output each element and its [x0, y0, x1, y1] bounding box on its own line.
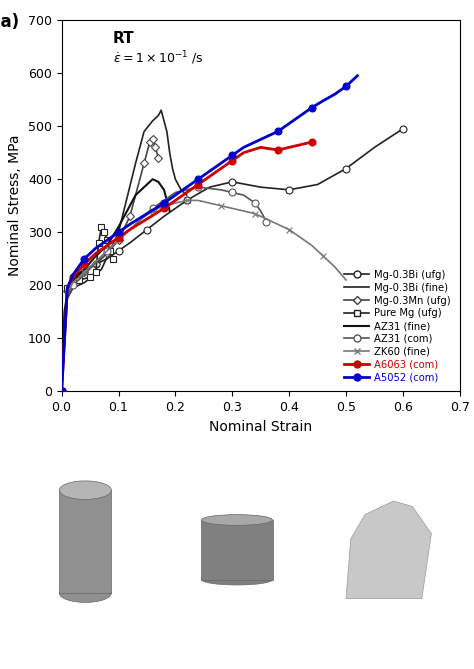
Text: AZ31: AZ31: [363, 644, 396, 656]
Text: undeformed: undeformed: [47, 644, 124, 656]
Ellipse shape: [201, 514, 273, 525]
Ellipse shape: [59, 481, 111, 500]
Text: (b): (b): [14, 409, 41, 427]
Ellipse shape: [59, 584, 111, 602]
X-axis label: Nominal Strain: Nominal Strain: [209, 419, 312, 434]
Text: RT: RT: [113, 31, 135, 45]
Bar: [201, 520, 273, 579]
Bar: [59, 490, 111, 593]
Text: (a): (a): [0, 13, 20, 31]
Legend: Mg-0.3Bi (ufg), Mg-0.3Bi (fine), Mg-0.3Mn (ufg), Pure Mg (ufg), AZ31 (fine), AZ3: Mg-0.3Bi (ufg), Mg-0.3Bi (fine), Mg-0.3M…: [340, 266, 455, 387]
Text: absorption energy: absorption energy: [167, 440, 307, 454]
Text: Mg-0.3Bi: Mg-0.3Bi: [210, 644, 264, 656]
Ellipse shape: [201, 574, 273, 585]
Y-axis label: Nominal Stress, MPa: Nominal Stress, MPa: [9, 135, 22, 276]
Text: $\dot{\varepsilon} = 1 \times 10^{-1}$ /s: $\dot{\varepsilon} = 1 \times 10^{-1}$ /…: [113, 50, 204, 67]
Polygon shape: [346, 501, 431, 599]
Text: x 5.6: x 5.6: [218, 472, 256, 487]
